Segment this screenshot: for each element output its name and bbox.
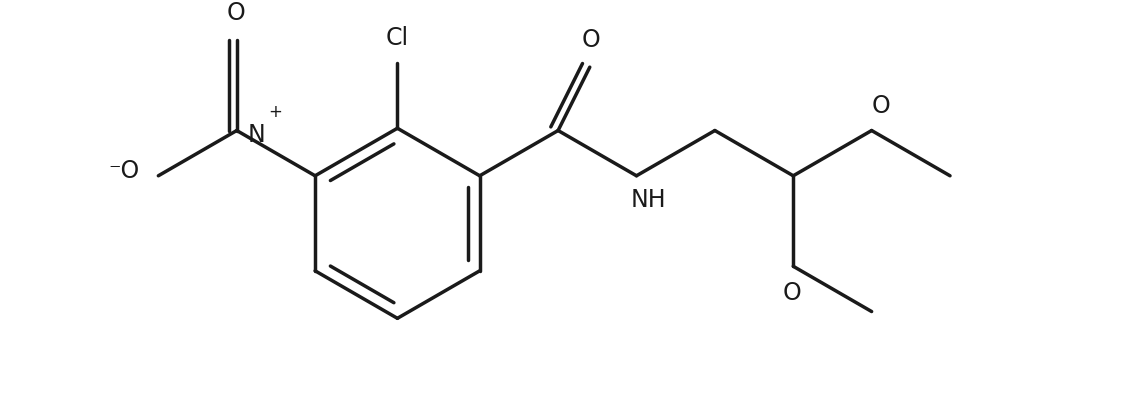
- Text: O: O: [871, 94, 890, 118]
- Text: ⁻O: ⁻O: [108, 159, 140, 183]
- Text: O: O: [227, 1, 246, 25]
- Text: O: O: [783, 281, 801, 306]
- Text: NH: NH: [630, 188, 666, 212]
- Text: N: N: [248, 123, 266, 147]
- Text: Cl: Cl: [385, 26, 409, 50]
- Text: +: +: [268, 103, 282, 121]
- Text: O: O: [582, 28, 600, 52]
